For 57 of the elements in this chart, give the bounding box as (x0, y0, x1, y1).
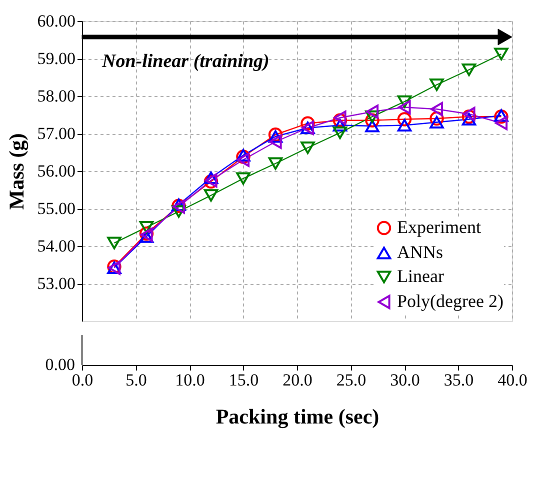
legend-label: ANNs (397, 242, 444, 262)
point (397, 112, 412, 126)
point (494, 116, 508, 130)
point (430, 111, 444, 126)
point (268, 130, 283, 143)
point (430, 116, 444, 129)
x-tick-label: 40.0 (498, 370, 528, 390)
point (172, 205, 186, 218)
x-tick-label: 20.0 (282, 370, 312, 390)
point (430, 78, 444, 92)
annotation: Non-linear (training) (101, 51, 270, 72)
point (332, 118, 348, 132)
point (334, 110, 346, 125)
x-tick-label: 15.0 (228, 370, 259, 390)
point (204, 171, 218, 184)
y-tick-label: 55.00 (37, 199, 76, 218)
point (236, 172, 250, 185)
point (462, 106, 476, 122)
point (269, 134, 282, 149)
point (139, 230, 154, 243)
x-tick-label: 25.0 (336, 370, 366, 390)
point (107, 236, 122, 250)
legend-label: Linear (397, 266, 444, 286)
point (300, 141, 315, 154)
point (236, 152, 250, 167)
point (365, 110, 380, 123)
y-tick-label: 54.00 (37, 236, 76, 256)
point (268, 157, 283, 170)
point (397, 118, 412, 132)
x-tick-label: 35.0 (444, 370, 474, 390)
x-axis-title: Packing time (sec) (216, 404, 380, 428)
point (139, 220, 154, 234)
y-tick-label: 60.00 (37, 12, 76, 30)
legend-label: Poly(degree 2) (397, 291, 504, 311)
point (494, 48, 508, 60)
point (462, 63, 476, 76)
y-tick-label: 56.00 (37, 162, 76, 180)
point (204, 189, 218, 202)
y-axis-title: Mass (g) (4, 133, 28, 210)
y-tick-label: 53.00 (37, 274, 76, 293)
point (300, 116, 315, 130)
point (430, 102, 444, 116)
point (398, 100, 411, 114)
x-tick-label: 5.0 (126, 370, 147, 390)
y-tick-label: 58.00 (37, 86, 76, 106)
point (332, 113, 348, 128)
y-tick-label: 57.00 (37, 124, 76, 143)
point (365, 113, 380, 128)
point (332, 126, 348, 140)
point (397, 95, 412, 108)
point (462, 112, 476, 126)
point (366, 104, 379, 119)
y-tick-label: 59.00 (37, 49, 76, 68)
legend-label: Experiment (397, 217, 481, 237)
x-tick-label: 10.0 (175, 370, 205, 390)
x-tick-label: 30.0 (390, 370, 420, 390)
point (365, 120, 380, 132)
